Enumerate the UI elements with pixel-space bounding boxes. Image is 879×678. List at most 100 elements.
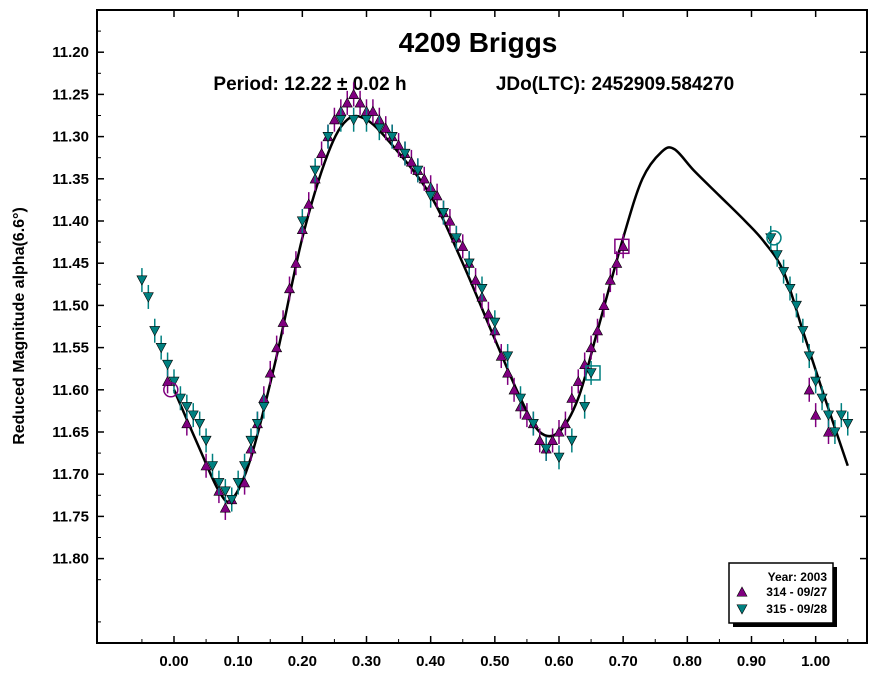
triangle-up-marker <box>316 147 328 159</box>
triangle-up-marker <box>405 156 417 167</box>
point-314 <box>290 251 302 276</box>
triangle-down-marker <box>187 410 199 421</box>
epoch-label: JDo(LTC): 2452909.584270 <box>496 74 734 95</box>
point-314 <box>553 420 565 444</box>
point-315 <box>463 251 475 276</box>
point-314 <box>604 268 616 293</box>
point-315 <box>245 428 257 453</box>
triangle-up-marker <box>303 198 315 209</box>
triangle-down-marker <box>348 115 360 126</box>
point-315 <box>822 403 835 428</box>
triangle-up-marker <box>495 350 507 361</box>
point-315 <box>142 284 154 309</box>
triangle-down-marker <box>335 115 347 126</box>
point-315 <box>206 453 219 478</box>
y-tick-label: 11.75 <box>52 508 89 525</box>
legend-entry-label: 315 - 09/28 <box>766 602 827 616</box>
point-315 <box>437 200 450 225</box>
triangle-down-marker <box>784 283 796 295</box>
plot-frame <box>96 9 868 644</box>
point-314 <box>617 234 629 259</box>
triangle-up-marker <box>566 392 578 403</box>
triangle-up-marker <box>354 97 366 108</box>
triangle-up-marker <box>290 257 302 268</box>
point-314 <box>457 234 469 259</box>
triangle-down-marker <box>829 427 841 438</box>
point-315 <box>842 411 854 436</box>
point-315 <box>527 411 539 436</box>
point-315 <box>194 411 206 436</box>
point-314 <box>495 344 507 369</box>
triangle-down-marker <box>566 435 578 447</box>
triangle-up-marker <box>591 325 604 336</box>
circle-marker <box>766 230 782 246</box>
triangle-down-marker <box>816 393 828 404</box>
triangle-up-marker <box>219 502 231 513</box>
triangle-up-marker <box>572 375 584 386</box>
triangle-down-marker <box>213 478 225 489</box>
triangle-up-marker <box>277 316 289 327</box>
point-315 <box>373 116 385 141</box>
y-axis-ticks: 11.20 11.25 11.30 11.35 11.40 11.45 11.50 11.55… <box>52 30 867 623</box>
triangle-down-marker <box>803 351 815 362</box>
triangle-down-marker <box>181 402 193 413</box>
point-314 <box>591 318 604 343</box>
triangle-down-marker <box>585 368 597 379</box>
triangle-up-marker <box>239 477 251 488</box>
point-314 <box>328 107 340 132</box>
triangle-down-marker <box>450 233 462 244</box>
triangle-down-marker <box>239 461 251 472</box>
point-315 <box>797 318 809 343</box>
triangle-down-marker <box>527 419 539 430</box>
point-315 <box>200 428 212 453</box>
point-315 <box>450 225 462 250</box>
triangle-up-marker <box>803 384 815 395</box>
point-315 <box>425 183 437 208</box>
point-314 <box>354 90 366 115</box>
x-tick-label: 0.50 <box>480 653 509 670</box>
triangle-up-marker <box>271 341 283 353</box>
triangle-up-marker <box>822 426 835 437</box>
point-315 <box>239 453 251 478</box>
point-314 <box>200 453 212 478</box>
point-315 <box>309 158 321 183</box>
triangle-up-marker <box>604 274 616 285</box>
point-314 <box>341 90 353 115</box>
triangle-up-marker <box>341 97 353 108</box>
x-tick-label: 0.80 <box>673 653 702 670</box>
triangle-down-marker <box>797 326 809 337</box>
triangle-up-marker <box>444 215 456 226</box>
triangle-down-marker <box>251 419 263 430</box>
point-314 <box>482 301 494 326</box>
x-tick-label: 0.60 <box>544 653 573 670</box>
point-315 <box>187 403 199 428</box>
triangle-down-marker <box>373 123 385 134</box>
point-314 <box>444 209 456 233</box>
chart-title: 4209 Briggs <box>399 27 558 58</box>
triangle-up-marker <box>585 341 597 353</box>
y-tick-label: 11.40 <box>52 213 89 230</box>
triangle-down-marker <box>136 275 148 286</box>
point-315 <box>514 386 527 411</box>
triangle-down-marker <box>194 419 206 430</box>
triangle-down-marker <box>149 326 161 337</box>
triangle-down-marker <box>399 148 411 160</box>
y-tick-label: 11.25 <box>52 86 89 103</box>
triangle-down-marker <box>360 115 373 126</box>
point-315 <box>476 276 488 301</box>
point-315 <box>585 360 597 385</box>
legend-triangle-up-icon <box>736 586 748 597</box>
point-314 <box>431 183 443 208</box>
triangle-down-marker <box>245 435 257 447</box>
point-314 <box>271 335 283 360</box>
triangle-down-marker <box>790 300 802 312</box>
point-314 <box>316 141 328 166</box>
point-315 <box>155 335 167 360</box>
point-314 <box>380 116 392 141</box>
point-314 <box>303 192 315 217</box>
point-314 <box>585 335 597 360</box>
y-tick-label: 11.35 <box>52 171 89 188</box>
triangle-down-marker <box>425 191 437 202</box>
triangle-up-marker <box>380 122 392 133</box>
point-315 <box>168 369 180 394</box>
